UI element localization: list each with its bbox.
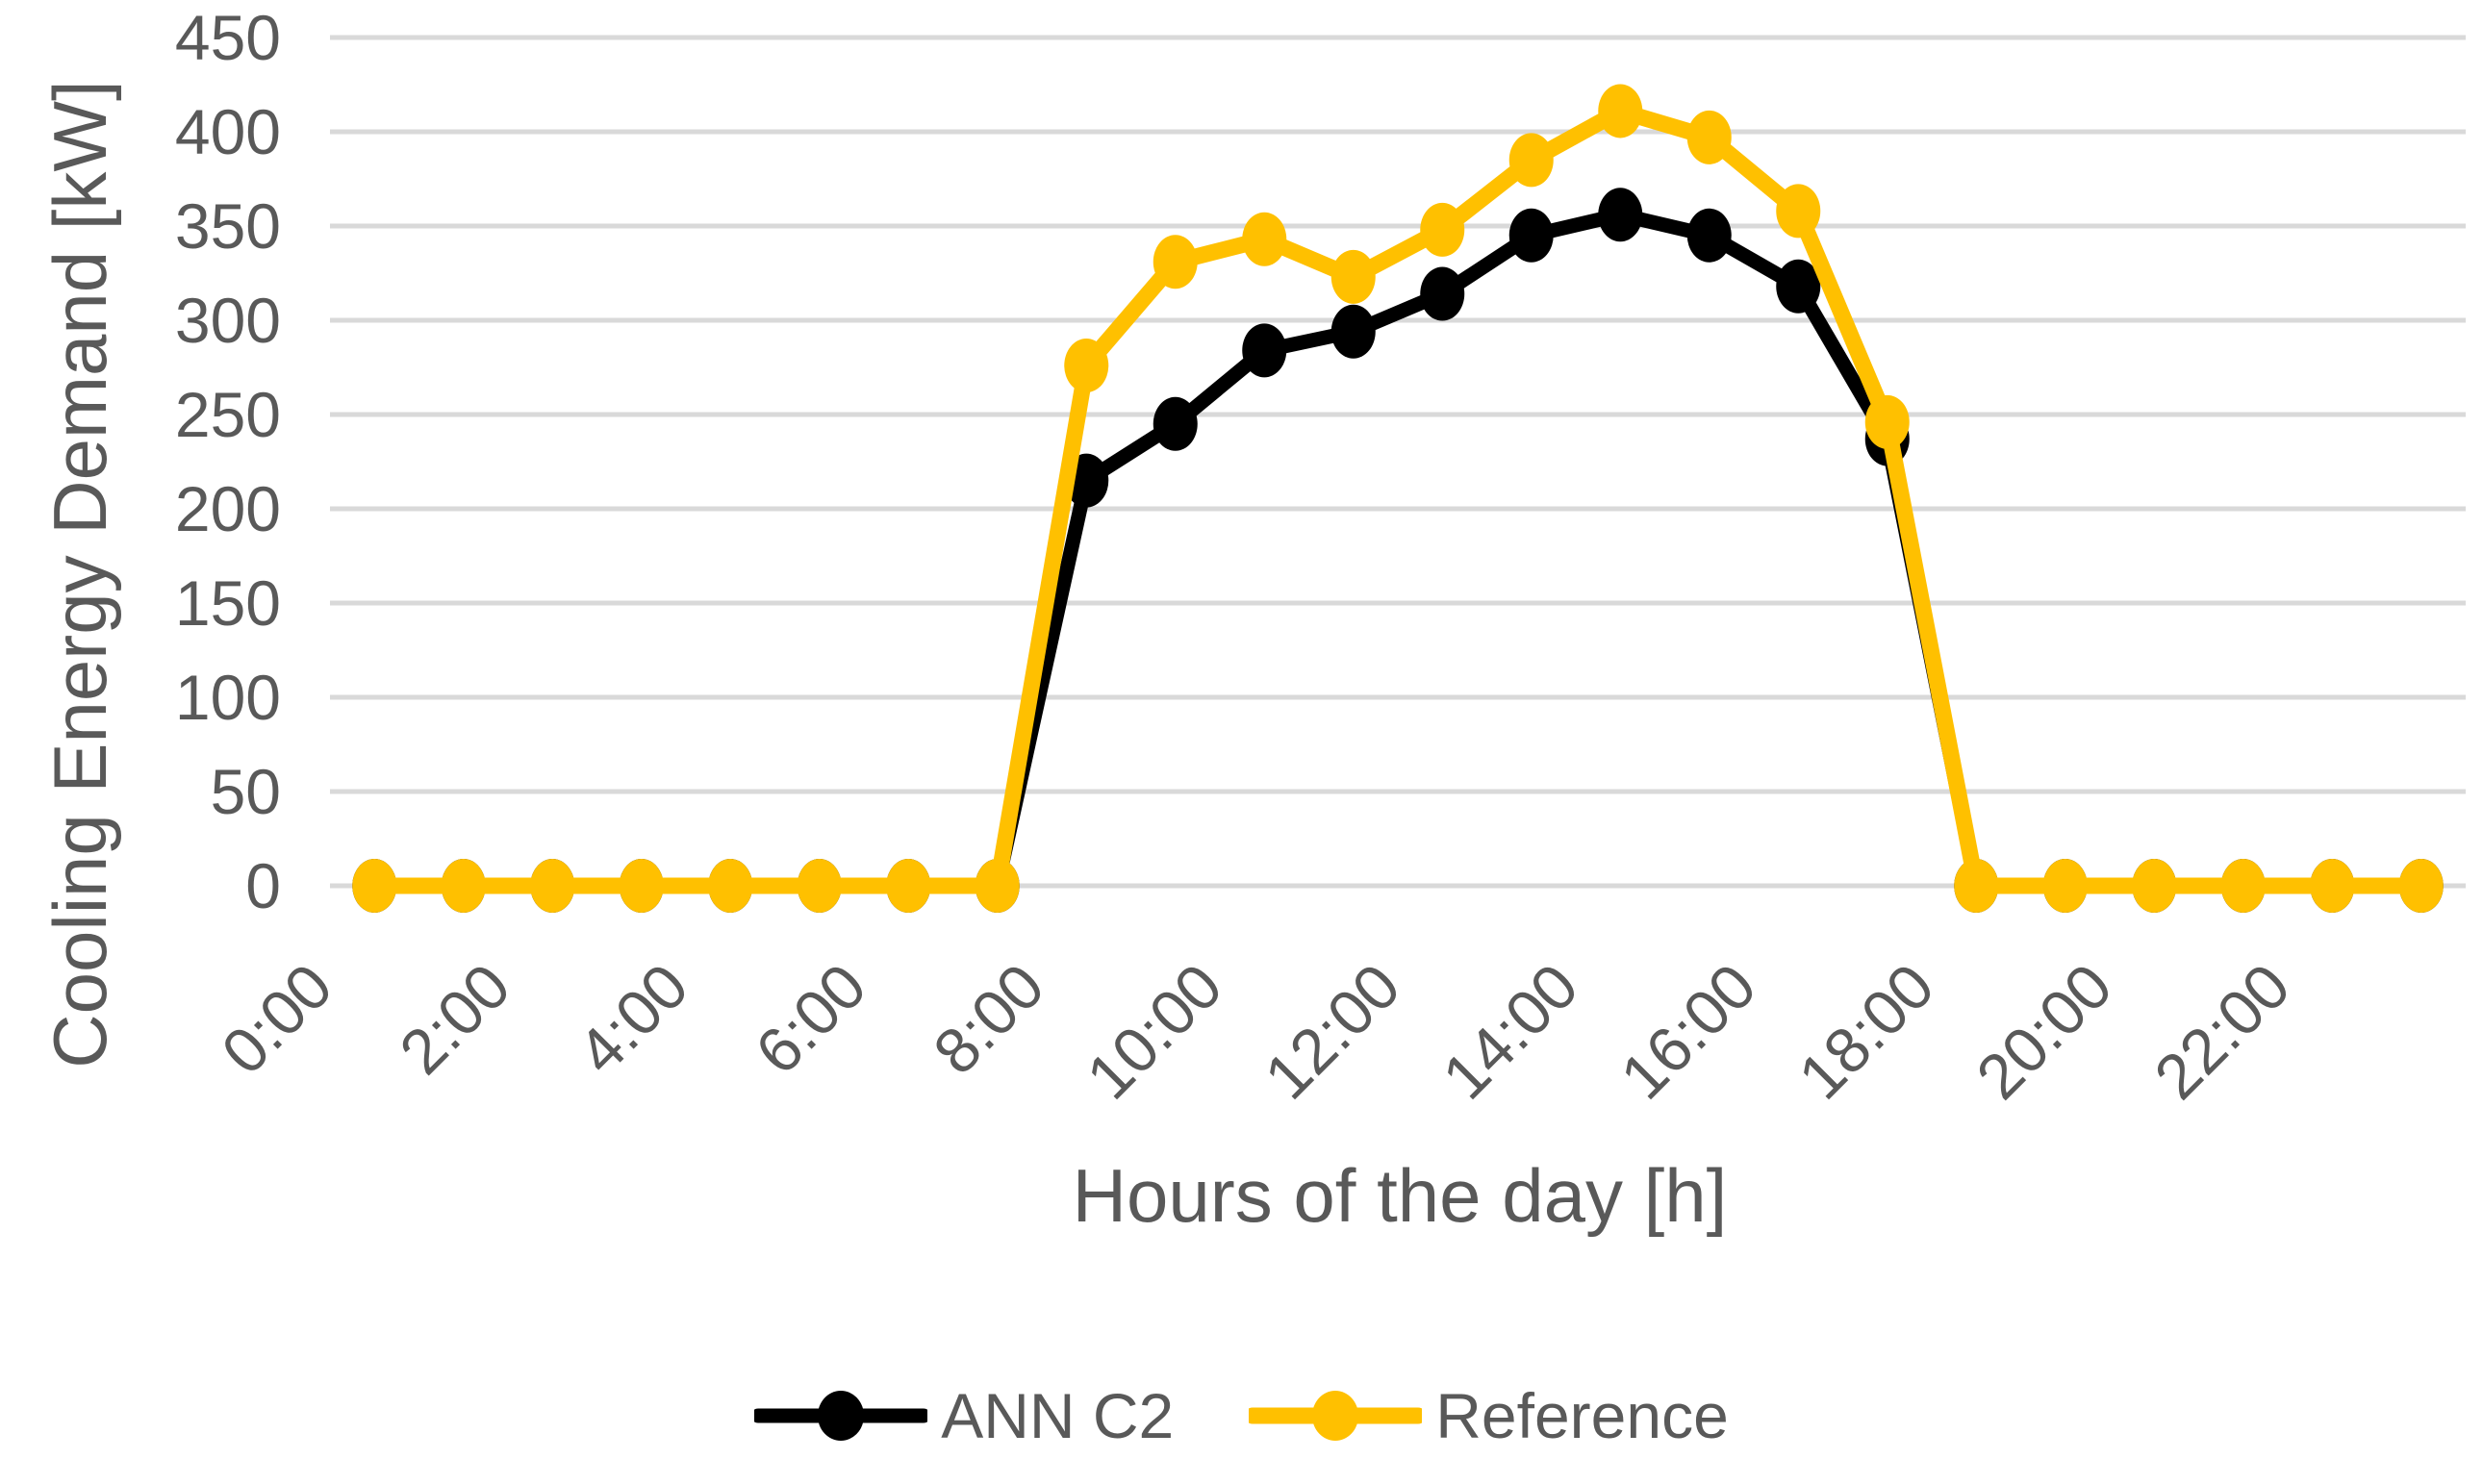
x-tick-label-200: 2:00 <box>386 950 523 1088</box>
ann-c2-line-marker-swatch <box>754 1390 928 1441</box>
x-tick-label-000: 0:00 <box>208 950 345 1088</box>
data-point-marker <box>1420 202 1465 257</box>
x-tick-label-1800: 18:00 <box>1785 950 1947 1113</box>
y-tick-label-200: 200 <box>175 473 281 544</box>
data-point-marker <box>619 859 664 913</box>
y-tick-label-450: 450 <box>175 2 281 73</box>
data-point-marker <box>1242 323 1287 378</box>
data-point-marker <box>530 859 575 913</box>
y-tick-label-400: 400 <box>175 96 281 167</box>
data-point-marker <box>1598 188 1643 242</box>
data-point-marker <box>1598 84 1643 138</box>
data-point-marker <box>2398 859 2444 913</box>
data-point-marker <box>1776 184 1821 239</box>
series-reference <box>352 84 2444 913</box>
data-point-marker <box>1864 394 1910 449</box>
legend: ANN C2 Reference <box>0 1346 2483 1484</box>
data-point-marker <box>975 859 1020 913</box>
data-point-marker <box>1153 396 1198 451</box>
series-line-ann-c2 <box>367 207 2429 893</box>
data-point-marker <box>1064 339 1109 393</box>
legend-label-ann-c2: ANN C2 <box>941 1379 1175 1451</box>
data-point-marker <box>1776 259 1821 314</box>
x-axis-tick-labels: 0:00 2:00 4:00 6:00 8:00 10:00 12:00 14:00 16:00… <box>208 950 2303 1113</box>
ann-c2-marker-icon <box>818 1390 865 1441</box>
data-point-marker <box>886 859 931 913</box>
data-point-marker <box>2042 859 2088 913</box>
legend-item-ann-c2: ANN C2 <box>754 1379 1174 1452</box>
x-tick-label-600: 6:00 <box>742 950 879 1088</box>
data-point-marker <box>2310 859 2355 913</box>
gridlines <box>330 35 2466 889</box>
data-point-marker <box>708 859 753 913</box>
y-axis-tick-labels: 0 50 100 150 200 250 300 350 400 450 <box>175 2 281 921</box>
series-ann-c2 <box>352 188 2444 913</box>
data-point-marker <box>2220 859 2266 913</box>
y-tick-label-50: 50 <box>211 756 281 827</box>
data-point-marker <box>1420 266 1465 321</box>
x-tick-label-1000: 10:00 <box>1073 950 1235 1113</box>
y-tick-label-150: 150 <box>175 567 281 639</box>
reference-marker-icon <box>1312 1390 1359 1441</box>
data-point-marker <box>441 859 486 913</box>
data-point-marker <box>1330 304 1376 359</box>
x-tick-label-2200: 22:00 <box>2141 950 2303 1113</box>
data-point-marker <box>2132 859 2177 913</box>
y-tick-label-350: 350 <box>175 190 281 262</box>
x-tick-label-1400: 14:00 <box>1429 950 1591 1113</box>
y-axis-title: Cooling Energy Demand [kW] <box>38 80 122 1068</box>
legend-item-reference: Reference <box>1249 1379 1729 1452</box>
data-point-marker <box>1508 133 1554 188</box>
x-axis-title: Hours of the day [h] <box>1073 1153 1728 1238</box>
y-tick-label-300: 300 <box>175 285 281 356</box>
reference-line-marker-swatch <box>1249 1390 1423 1441</box>
x-tick-label-2000: 20:00 <box>1963 950 2125 1113</box>
y-tick-label-250: 250 <box>175 379 281 450</box>
data-point-marker <box>1686 110 1732 164</box>
x-tick-label-800: 8:00 <box>920 950 1057 1088</box>
data-point-marker <box>352 859 397 913</box>
y-tick-label-100: 100 <box>175 662 281 733</box>
data-point-marker <box>1508 208 1554 263</box>
data-point-marker <box>1242 212 1287 266</box>
x-tick-label-1600: 16:00 <box>1607 950 1769 1113</box>
legend-label-reference: Reference <box>1435 1379 1729 1451</box>
x-tick-label-400: 4:00 <box>564 950 701 1088</box>
x-tick-label-1200: 12:00 <box>1251 950 1413 1113</box>
data-point-marker <box>1954 859 1999 913</box>
data-point-marker <box>1686 208 1732 263</box>
data-point-marker <box>797 859 842 913</box>
data-point-marker <box>1153 235 1198 289</box>
data-point-marker <box>1330 249 1376 304</box>
y-tick-label-0: 0 <box>245 850 281 921</box>
